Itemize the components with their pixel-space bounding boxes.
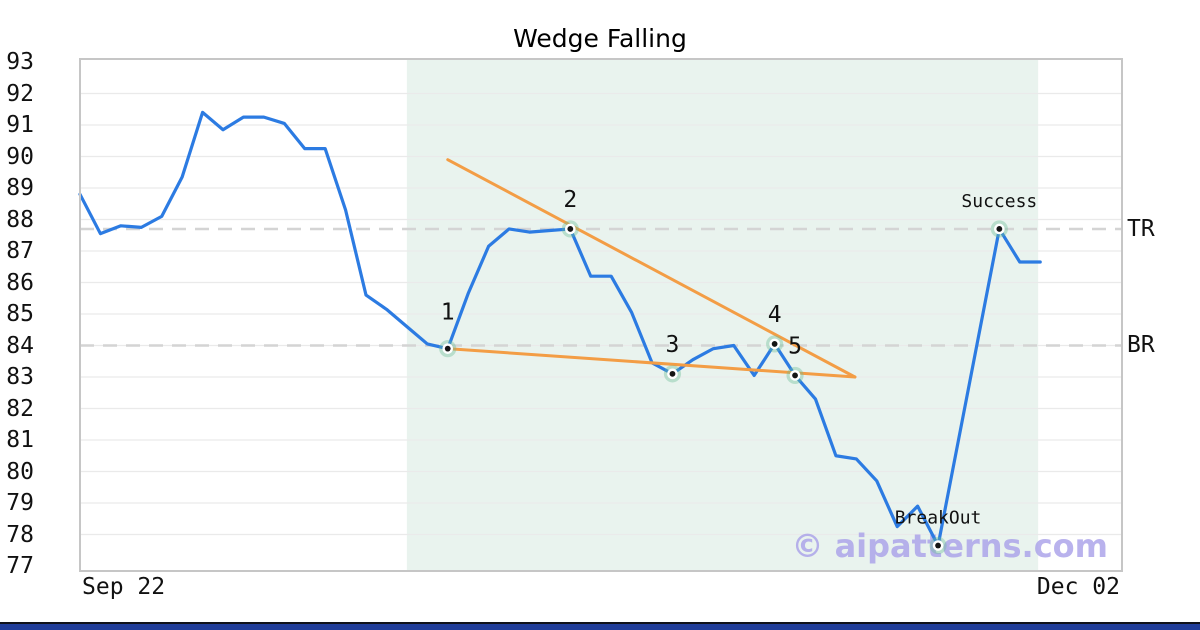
pattern-point-dot-5 [792, 372, 798, 379]
y-tick-79: 79 [6, 490, 34, 516]
y-tick-84: 84 [6, 332, 34, 359]
pattern-point-dot-2 [567, 226, 574, 232]
x-axis-start-label: Sep 22 [82, 574, 166, 600]
y-tick-91: 91 [6, 112, 34, 138]
pattern-point-label-1: 1 [441, 300, 455, 326]
pattern-point-label-Success: Success [961, 191, 1037, 212]
y-tick-77: 77 [6, 553, 34, 579]
pattern-point-dot-Success [996, 226, 1003, 232]
tr-level-label: TR [1127, 216, 1155, 242]
y-tick-89: 89 [6, 175, 34, 201]
y-tick-92: 92 [6, 80, 34, 107]
pattern-point-dot-BreakOut [935, 542, 941, 549]
x-axis-end-label: Dec 02 [1036, 574, 1120, 600]
y-tick-81: 81 [6, 427, 34, 453]
y-tick-90: 90 [6, 143, 34, 170]
br-level-label: BR [1127, 332, 1155, 358]
watermark: © aipatterns.com [791, 527, 1108, 565]
pattern-point-label-4: 4 [768, 302, 782, 328]
pattern-shade-region [406, 60, 1039, 570]
pattern-point-label-2: 2 [563, 187, 577, 213]
chart-title: Wedge Falling [513, 24, 687, 53]
y-tick-93: 93 [6, 49, 34, 75]
lower-trendline [446, 347, 857, 379]
y-tick-82: 82 [6, 395, 34, 422]
bottom-accent-bar [0, 622, 1200, 630]
pattern-point-label-BreakOut: BreakOut [895, 508, 982, 529]
pattern-point-label-5: 5 [788, 333, 802, 359]
pattern-point-dot-1 [444, 345, 451, 352]
y-tick-88: 88 [6, 206, 34, 233]
pattern-point-dot-3 [669, 370, 676, 377]
price-line [78, 110, 1042, 548]
y-tick-87: 87 [6, 238, 34, 264]
upper-trendline [446, 158, 857, 379]
y-tick-85: 85 [6, 301, 34, 327]
y-tick-83: 83 [6, 364, 34, 390]
y-tick-86: 86 [6, 269, 34, 296]
pattern-point-dot-4 [771, 341, 778, 347]
plot-border [79, 58, 1123, 572]
y-tick-80: 80 [6, 458, 34, 485]
y-tick-78: 78 [6, 521, 34, 548]
pattern-point-label-3: 3 [666, 332, 680, 358]
